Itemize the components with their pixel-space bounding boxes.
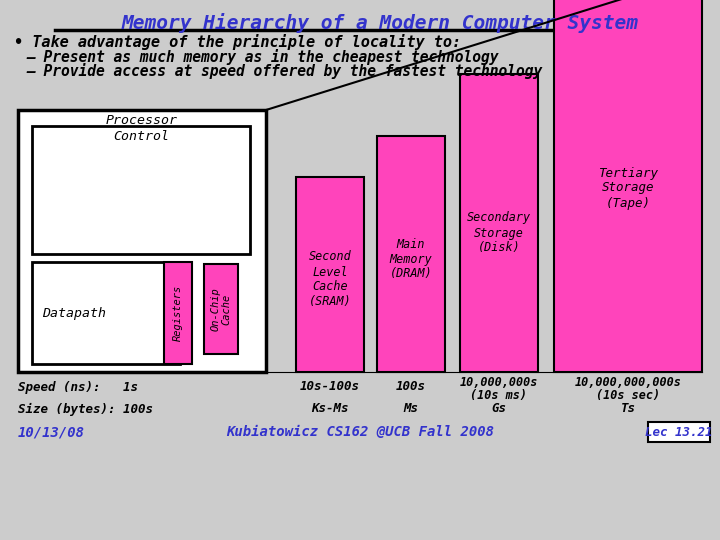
Bar — [377, 136, 445, 372]
Bar — [32, 262, 180, 364]
Bar — [18, 110, 266, 372]
Bar — [554, 0, 702, 372]
Text: • Take advantage of the principle of locality to:: • Take advantage of the principle of loc… — [14, 34, 461, 50]
Text: Datapath: Datapath — [42, 307, 106, 320]
Text: Ts: Ts — [621, 402, 636, 415]
Text: Ms: Ms — [403, 402, 418, 415]
Text: Tertiary
Storage
(Tape): Tertiary Storage (Tape) — [598, 166, 658, 210]
Text: Memory Hierarchy of a Modern Computer System: Memory Hierarchy of a Modern Computer Sy… — [122, 13, 639, 33]
Text: – Present as much memory as in the cheapest technology: – Present as much memory as in the cheap… — [26, 49, 498, 65]
Text: (10s sec): (10s sec) — [596, 388, 660, 402]
Text: Size (bytes): 100s: Size (bytes): 100s — [18, 402, 153, 416]
Text: Main
Memory
(DRAM): Main Memory (DRAM) — [390, 238, 433, 280]
Text: Registers: Registers — [173, 285, 183, 341]
Text: (10s ms): (10s ms) — [470, 388, 528, 402]
Text: – Provide access at speed offered by the fastest technology: – Provide access at speed offered by the… — [26, 63, 542, 79]
Bar — [648, 422, 710, 442]
Text: Gs: Gs — [492, 402, 506, 415]
Text: Ks-Ms: Ks-Ms — [311, 402, 348, 415]
Text: Secondary
Storage
(Disk): Secondary Storage (Disk) — [467, 212, 531, 254]
Text: Kubiatowicz CS162 @UCB Fall 2008: Kubiatowicz CS162 @UCB Fall 2008 — [226, 425, 494, 439]
Text: Lec 13.21: Lec 13.21 — [645, 426, 713, 438]
Bar — [164, 262, 192, 364]
Text: Processor: Processor — [106, 114, 178, 127]
Bar — [460, 74, 538, 372]
Text: 10,000,000s: 10,000,000s — [460, 376, 538, 389]
Text: 10s-100s: 10s-100s — [300, 381, 360, 394]
Text: Second
Level
Cache
(SRAM): Second Level Cache (SRAM) — [309, 251, 351, 308]
Bar — [32, 126, 250, 254]
Text: 100s: 100s — [396, 381, 426, 394]
Bar — [296, 177, 364, 372]
Text: 10,000,000,000s: 10,000,000,000s — [575, 376, 681, 389]
Bar — [204, 264, 238, 354]
Text: 10/13/08: 10/13/08 — [18, 425, 85, 439]
Text: On-Chip
Cache: On-Chip Cache — [210, 287, 232, 331]
Text: Speed (ns):   1s: Speed (ns): 1s — [18, 381, 138, 394]
Text: Control: Control — [113, 130, 169, 143]
